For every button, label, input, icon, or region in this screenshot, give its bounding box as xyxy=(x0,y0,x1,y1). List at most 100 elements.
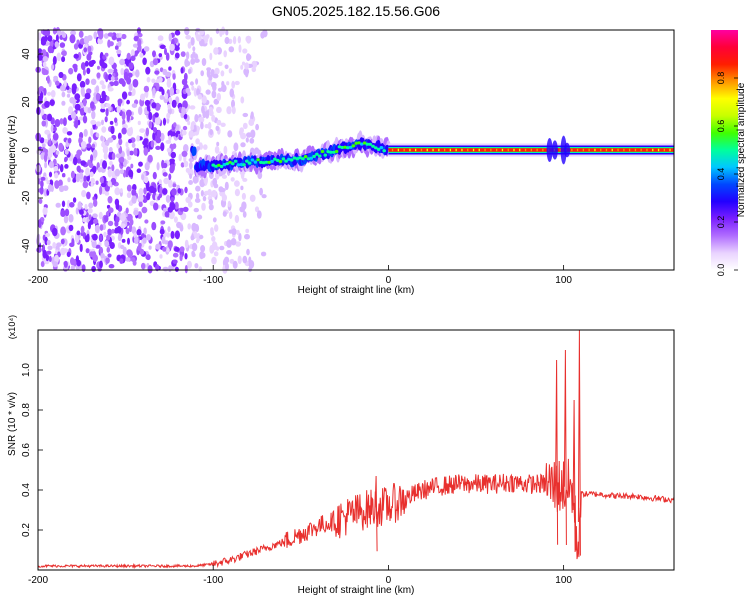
ridge-speckle xyxy=(247,161,252,165)
noise-blob xyxy=(226,250,233,255)
noise-blob xyxy=(174,246,180,252)
noise-blob xyxy=(136,135,140,142)
noise-blob xyxy=(231,99,235,109)
noise-blob xyxy=(40,147,47,153)
noise-blob xyxy=(172,252,179,258)
tone-speckle xyxy=(542,148,544,152)
tone-speckle xyxy=(426,148,428,152)
noise-blob xyxy=(241,61,246,66)
snr-spikes xyxy=(374,329,581,556)
noise-blob xyxy=(237,255,242,265)
tone-speckle xyxy=(582,148,584,152)
tone-speckle xyxy=(646,148,648,152)
noise-blob xyxy=(127,237,130,245)
noise-blob xyxy=(160,220,166,225)
spectrogram-heatmap xyxy=(35,26,674,274)
noise-blob xyxy=(167,226,171,233)
noise-blob xyxy=(104,215,109,223)
noise-blob xyxy=(143,46,150,52)
noise-blob xyxy=(95,92,101,102)
noise-blob xyxy=(71,83,77,91)
noise-blob xyxy=(141,206,148,214)
noise-blob xyxy=(92,233,98,241)
noise-blob xyxy=(42,249,47,259)
colorbar-label: Normalized spectral amplitude xyxy=(736,82,747,217)
noise-blob xyxy=(183,144,189,153)
ridge-speckle xyxy=(217,163,221,167)
ridge-speckle xyxy=(259,160,263,164)
ridge-speckle xyxy=(362,141,367,145)
noise-blob xyxy=(190,234,195,241)
ridge-speckle xyxy=(303,155,308,159)
noise-blob xyxy=(70,30,77,36)
noise-blob xyxy=(107,39,111,48)
noise-blob xyxy=(84,203,88,210)
noise-blob xyxy=(153,202,159,211)
noise-blob xyxy=(179,246,185,253)
noise-blob xyxy=(236,229,240,235)
noise-blob xyxy=(171,99,177,108)
noise-blob xyxy=(72,197,77,203)
noise-blob xyxy=(105,73,109,83)
noise-blob xyxy=(172,131,176,137)
noise-blob xyxy=(241,192,246,200)
spectrogram-ytick-label: -20 xyxy=(21,190,32,205)
noise-blob xyxy=(103,152,108,160)
noise-blob xyxy=(174,52,180,59)
noise-blob xyxy=(183,160,189,168)
noise-blob xyxy=(54,254,59,264)
noise-blob xyxy=(230,177,235,182)
tone-speckle xyxy=(501,148,504,152)
spectrogram-xtick-label: -200 xyxy=(28,275,48,286)
noise-blob xyxy=(95,180,99,185)
noise-blob xyxy=(81,190,87,198)
noise-blob xyxy=(54,180,60,189)
noise-blob xyxy=(138,106,143,116)
noise-blob xyxy=(107,231,112,236)
noise-blob xyxy=(234,188,240,197)
noise-blob xyxy=(49,99,55,106)
noise-blob xyxy=(180,162,185,168)
noise-blob xyxy=(117,234,122,242)
noise-blob xyxy=(232,36,237,45)
noise-blob xyxy=(93,218,99,224)
noise-blob xyxy=(237,36,241,44)
noise-blob xyxy=(75,265,81,270)
spectrogram-ylabel: Frequency (Hz) xyxy=(7,116,18,185)
noise-blob xyxy=(108,146,113,153)
noise-blob xyxy=(207,122,212,130)
noise-blob xyxy=(44,129,51,135)
noise-blob xyxy=(46,180,50,185)
noise-blob xyxy=(189,173,193,179)
noise-blob xyxy=(76,165,81,173)
noise-blob xyxy=(88,202,94,209)
noise-blob xyxy=(145,186,152,192)
noise-blob xyxy=(58,185,65,193)
noise-blob xyxy=(131,103,138,108)
noise-blob xyxy=(119,58,125,66)
noise-blob xyxy=(39,186,44,195)
noise-blob xyxy=(91,143,96,149)
noise-blob xyxy=(167,103,171,110)
noise-blob xyxy=(223,145,228,155)
noise-blob xyxy=(42,56,49,62)
noise-blob xyxy=(105,257,110,264)
ridge-core xyxy=(385,144,390,151)
noise-blob xyxy=(191,222,197,232)
ridge-speckle xyxy=(309,156,314,160)
spectrogram-ytick-label: -40 xyxy=(21,238,32,253)
noise-blob xyxy=(259,187,263,196)
noise-blob xyxy=(40,108,45,117)
noise-blob xyxy=(211,114,216,122)
noise-blob xyxy=(172,183,177,188)
noise-blob xyxy=(182,206,189,212)
noise-blob xyxy=(102,145,109,155)
noise-blob xyxy=(128,169,134,178)
noise-blob xyxy=(52,242,57,249)
noise-blob xyxy=(121,33,127,40)
tone-speckle xyxy=(530,148,532,152)
noise-blob xyxy=(108,264,115,269)
noise-blob xyxy=(72,178,77,183)
noise-blob xyxy=(185,167,191,173)
noise-blob xyxy=(56,52,62,62)
